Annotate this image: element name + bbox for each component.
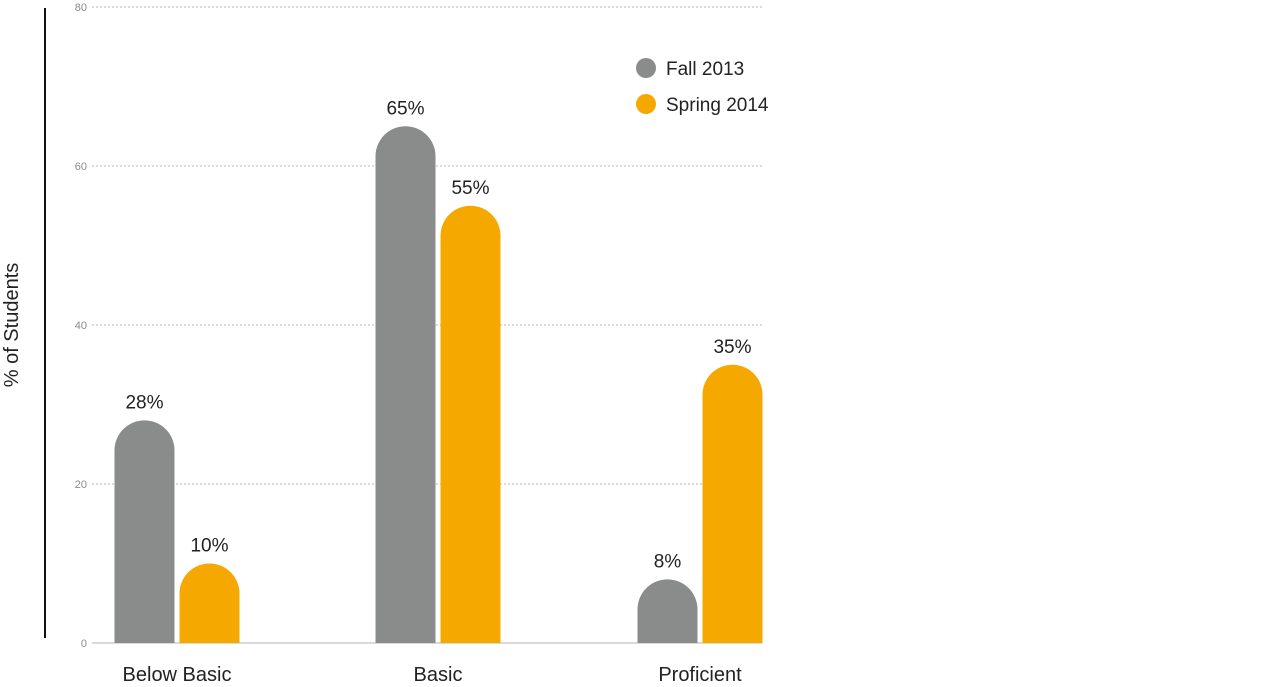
- y-tick-label: 0: [81, 638, 87, 650]
- legend-swatch: [636, 94, 656, 114]
- y-tick-label: 40: [75, 320, 87, 332]
- x-category-label: Below Basic: [123, 664, 232, 686]
- y-tick-label: 20: [75, 479, 87, 491]
- bar-fall-2013-basic: [375, 126, 436, 644]
- data-label: 55%: [451, 178, 489, 199]
- bar-fall-2013-proficient: [637, 579, 698, 643]
- bar-fall-2013-below-basic: [114, 420, 175, 643]
- y-axis-title: % of Students: [1, 263, 23, 388]
- bar-spring-2014-proficient: [702, 364, 763, 643]
- data-label: 35%: [713, 337, 751, 358]
- data-label: 8%: [654, 551, 682, 572]
- legend-label: Spring 2014: [666, 95, 769, 116]
- legend: Fall 2013 Spring 2014: [636, 58, 769, 116]
- data-label: 65%: [386, 98, 424, 119]
- x-category-label: Proficient: [658, 664, 742, 686]
- bar-spring-2014-basic: [440, 205, 501, 643]
- x-category-label: Basic: [414, 664, 463, 686]
- y-tick-label: 60: [75, 161, 87, 173]
- bars: 28% 10% Below Basic 65% 55% Basic 8% 35% Profici…: [114, 98, 763, 686]
- bar-spring-2014-below-basic: [179, 563, 240, 643]
- data-label: 10%: [190, 536, 228, 557]
- legend-label: Fall 2013: [666, 59, 744, 80]
- data-label: 28%: [125, 392, 163, 413]
- y-tick-label: 80: [75, 2, 87, 14]
- legend-swatch: [636, 58, 656, 78]
